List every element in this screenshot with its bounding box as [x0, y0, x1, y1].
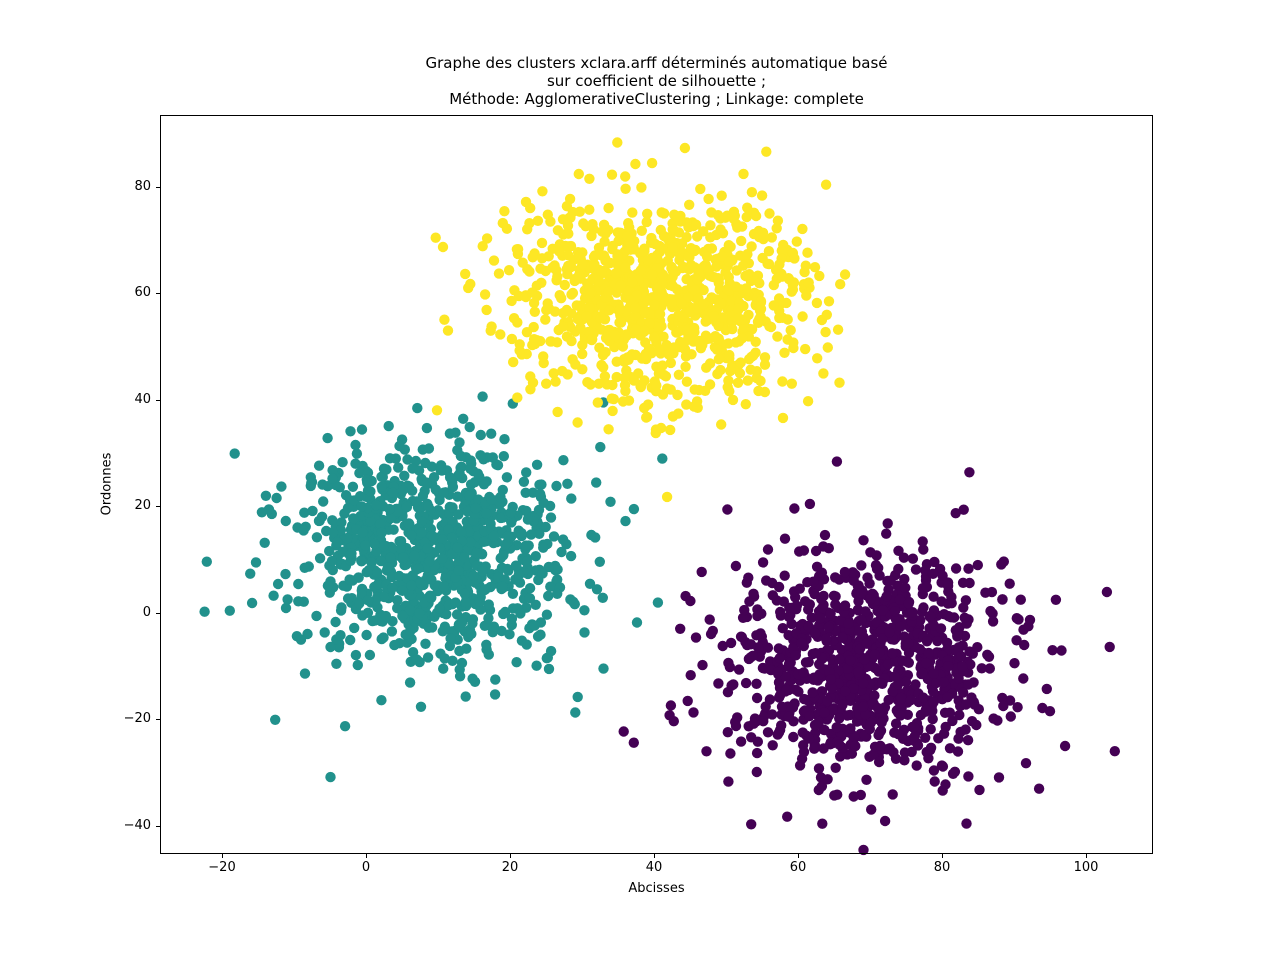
- x-tick-label: 60: [789, 860, 807, 875]
- y-tick-label: −20: [123, 711, 151, 726]
- x-tick-label: 20: [501, 860, 519, 875]
- y-tick-label: −40: [123, 818, 151, 833]
- cluster-teal: [199, 391, 668, 783]
- x-axis-label: Abcisses: [628, 881, 685, 896]
- chart-title: Graphe des clusters xclara.arff détermin…: [425, 54, 888, 108]
- x-tick-label: 80: [933, 860, 951, 875]
- y-tick-label: 0: [142, 605, 151, 620]
- y-tick-label: 80: [134, 179, 151, 194]
- x-tick-label: 40: [645, 860, 663, 875]
- x-tick-label: 100: [1073, 860, 1099, 875]
- axis-ticks: [156, 187, 1087, 858]
- x-tick-label: −20: [208, 860, 236, 875]
- cluster-purple: [618, 456, 1121, 856]
- cluster-yellow: [430, 137, 851, 503]
- scatter-points: [199, 137, 1121, 856]
- y-tick-label: 60: [134, 285, 151, 300]
- y-tick-label: 40: [134, 392, 151, 407]
- y-tick-label: 20: [134, 498, 151, 513]
- axes-frame: [160, 115, 1153, 854]
- x-tick-label: 0: [361, 860, 371, 875]
